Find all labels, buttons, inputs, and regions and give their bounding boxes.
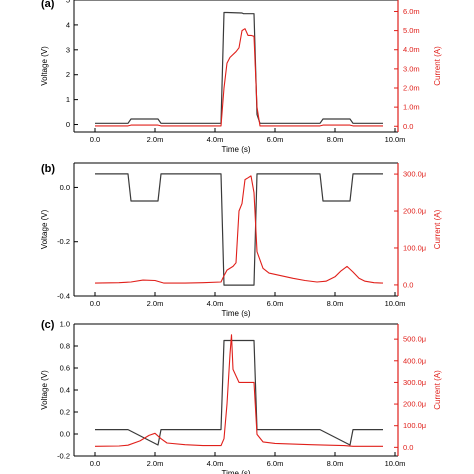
y-left-axis-label: Voltage (V) [40, 370, 49, 410]
y-left-tick-label: 0.0 [60, 183, 70, 192]
y-right-tick-label: 400.0μ [403, 356, 426, 365]
y-right-tick-label: 6.0m [403, 7, 420, 16]
panel-label: (c) [41, 319, 55, 331]
y-left-axis-label: Voltage (V) [40, 209, 49, 249]
y-left-tick-label: 1 [66, 95, 70, 104]
y-right-tick-label: 200.0μ [403, 207, 426, 216]
y-left-tick-label: 0.0 [60, 430, 70, 439]
panel-label: (a) [41, 0, 55, 10]
y-left-tick-label: -0.2 [57, 237, 70, 246]
y-left-tick-label: -0.4 [57, 292, 70, 301]
x-axis-label: Time (s) [221, 145, 250, 154]
y-right-tick-label: 300.0μ [403, 378, 426, 387]
y-left-tick-label: -0.2 [57, 452, 70, 461]
y-left-tick-label: 0.2 [60, 408, 70, 417]
x-tick-label: 2.0m [147, 459, 164, 468]
y-right-tick-label: 100.0μ [403, 243, 426, 252]
x-tick-label: 0.0 [90, 135, 100, 144]
y-right-axis-label: Current (A) [433, 370, 442, 410]
x-tick-label: 4.0m [207, 135, 224, 144]
y-right-tick-label: 200.0μ [403, 400, 426, 409]
x-tick-label: 10.0m [385, 135, 406, 144]
panel-label: (b) [41, 163, 55, 175]
voltage-series-line [95, 173, 383, 286]
current-series-line [94, 175, 384, 284]
x-tick-label: 8.0m [327, 459, 344, 468]
current-series-line [94, 334, 383, 447]
x-tick-label: 4.0m [207, 299, 224, 308]
y-right-tick-label: 5.0m [403, 26, 420, 35]
x-tick-label: 10.0m [385, 299, 406, 308]
x-tick-label: 6.0m [267, 299, 284, 308]
y-right-tick-label: 0.0 [403, 122, 413, 131]
y-left-tick-label: 0 [66, 120, 70, 129]
y-left-tick-label: 0.4 [60, 386, 70, 395]
y-right-tick-label: 3.0m [403, 64, 420, 73]
y-right-axis-label: Current (A) [433, 209, 442, 249]
x-tick-label: 6.0m [267, 135, 284, 144]
y-right-tick-label: 4.0m [403, 45, 420, 54]
y-right-tick-label: 2.0m [403, 84, 420, 93]
voltage-series-line [95, 11, 383, 124]
y-left-tick-label: 2 [66, 70, 70, 79]
y-right-tick-label: 500.0μ [403, 335, 426, 344]
y-left-tick-label: 3 [66, 45, 70, 54]
current-series-line [95, 28, 383, 127]
x-tick-label: 8.0m [327, 135, 344, 144]
y-left-tick-label: 0.6 [60, 364, 70, 373]
x-axis-label: Time (s) [221, 469, 250, 474]
y-left-tick-label: 4 [66, 20, 70, 29]
y-right-tick-label: 1.0m [403, 103, 420, 112]
x-tick-label: 6.0m [267, 459, 284, 468]
x-tick-label: 2.0m [147, 135, 164, 144]
y-left-tick-label: 5 [66, 0, 70, 5]
x-tick-label: 2.0m [147, 299, 164, 308]
x-tick-label: 8.0m [327, 299, 344, 308]
y-right-tick-label: 300.0μ [403, 170, 426, 179]
y-right-tick-label: 100.0μ [403, 421, 426, 430]
x-axis-label: Time (s) [221, 309, 250, 318]
voltage-series-line [95, 339, 383, 446]
x-tick-label: 10.0m [385, 459, 406, 468]
y-right-tick-label: 0.0 [403, 443, 413, 452]
x-tick-label: 4.0m [207, 459, 224, 468]
x-tick-label: 0.0 [90, 459, 100, 468]
y-left-tick-label: 0.8 [60, 342, 70, 351]
y-left-axis-label: Voltage (V) [40, 46, 49, 86]
y-right-axis-label: Current (A) [433, 46, 442, 86]
y-right-tick-label: 0.0 [403, 280, 413, 289]
y-left-tick-label: 1.0 [60, 320, 70, 329]
x-tick-label: 0.0 [90, 299, 100, 308]
